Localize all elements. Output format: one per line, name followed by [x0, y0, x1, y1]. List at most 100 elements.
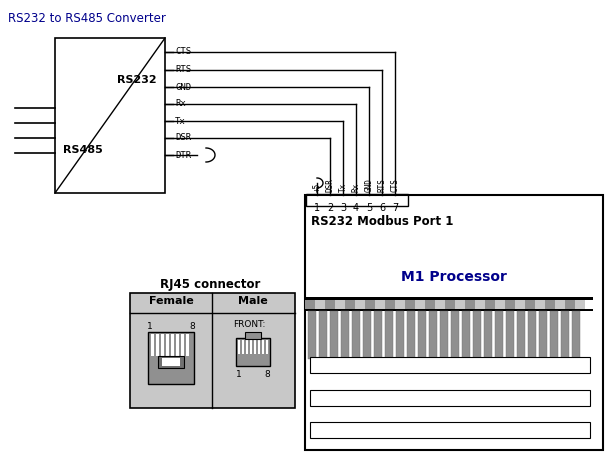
- Bar: [495, 311, 503, 359]
- Bar: [162, 358, 180, 366]
- Bar: [445, 300, 455, 309]
- Bar: [315, 300, 325, 309]
- Bar: [565, 300, 575, 309]
- Bar: [575, 300, 585, 309]
- Bar: [319, 311, 327, 359]
- Bar: [572, 311, 580, 359]
- Text: Female: Female: [149, 296, 193, 306]
- Bar: [525, 300, 535, 309]
- Bar: [250, 340, 252, 354]
- Bar: [374, 311, 382, 359]
- Bar: [254, 340, 256, 354]
- Text: DSR: DSR: [326, 178, 334, 192]
- Bar: [435, 300, 445, 309]
- Bar: [550, 311, 558, 359]
- Bar: [545, 300, 555, 309]
- Bar: [535, 300, 545, 309]
- Text: RS232: RS232: [117, 75, 157, 85]
- Bar: [176, 334, 179, 356]
- Bar: [245, 332, 261, 339]
- Bar: [528, 311, 536, 359]
- Bar: [415, 300, 425, 309]
- Bar: [330, 311, 338, 359]
- Bar: [429, 311, 437, 359]
- Bar: [451, 311, 459, 359]
- Text: 5: 5: [366, 203, 372, 213]
- Bar: [425, 300, 435, 309]
- Bar: [246, 340, 248, 354]
- Text: 1: 1: [236, 370, 242, 379]
- Bar: [262, 340, 264, 354]
- Bar: [305, 297, 593, 300]
- Bar: [325, 300, 335, 309]
- Bar: [156, 334, 159, 356]
- Bar: [310, 422, 590, 438]
- Text: 7: 7: [392, 203, 398, 213]
- Bar: [418, 311, 426, 359]
- Bar: [305, 300, 315, 309]
- Bar: [515, 300, 525, 309]
- Bar: [375, 300, 385, 309]
- Bar: [539, 311, 547, 359]
- Bar: [484, 311, 492, 359]
- Bar: [258, 340, 260, 354]
- Polygon shape: [305, 195, 603, 450]
- Text: RTS: RTS: [175, 66, 191, 75]
- Text: DTR: DTR: [175, 151, 191, 160]
- Text: Tx: Tx: [175, 116, 186, 126]
- Bar: [335, 300, 345, 309]
- Text: RS232 Modbus Port 1: RS232 Modbus Port 1: [311, 215, 453, 228]
- Text: RJ45 connector: RJ45 connector: [160, 278, 260, 291]
- Bar: [561, 311, 569, 359]
- Text: 2: 2: [327, 203, 333, 213]
- Bar: [395, 300, 405, 309]
- Bar: [308, 311, 316, 359]
- Polygon shape: [55, 38, 165, 193]
- Bar: [242, 340, 244, 354]
- Bar: [517, 311, 525, 359]
- Bar: [341, 311, 349, 359]
- Bar: [455, 300, 465, 309]
- Bar: [485, 300, 495, 309]
- Bar: [462, 311, 470, 359]
- Bar: [148, 332, 194, 384]
- Bar: [130, 293, 295, 408]
- Text: 6: 6: [379, 203, 385, 213]
- Text: 8: 8: [189, 322, 195, 331]
- Text: 1: 1: [147, 322, 152, 331]
- Text: M1 Processor: M1 Processor: [401, 270, 507, 284]
- Text: 8: 8: [264, 370, 270, 379]
- Bar: [158, 356, 184, 368]
- Text: FRONT:: FRONT:: [233, 320, 265, 329]
- Bar: [475, 300, 485, 309]
- Bar: [238, 340, 240, 354]
- Text: Male: Male: [238, 296, 268, 306]
- Bar: [161, 334, 164, 356]
- Bar: [166, 334, 169, 356]
- Bar: [505, 300, 515, 309]
- Text: DSR: DSR: [175, 133, 191, 142]
- Bar: [352, 311, 360, 359]
- Text: GND: GND: [365, 178, 373, 192]
- Text: CTS: CTS: [175, 47, 191, 56]
- Text: RTS: RTS: [378, 178, 387, 192]
- Text: 1: 1: [314, 203, 320, 213]
- Bar: [306, 194, 408, 206]
- Text: GND: GND: [175, 82, 191, 91]
- Bar: [385, 311, 393, 359]
- Bar: [407, 311, 415, 359]
- Text: CTS: CTS: [390, 178, 400, 192]
- Text: Rx: Rx: [351, 183, 361, 192]
- Bar: [473, 311, 481, 359]
- Bar: [405, 300, 415, 309]
- Bar: [396, 311, 404, 359]
- Bar: [236, 338, 270, 366]
- Text: Rx: Rx: [175, 100, 186, 108]
- Text: 4: 4: [353, 203, 359, 213]
- Bar: [355, 300, 365, 309]
- Text: Tx: Tx: [339, 183, 348, 192]
- Text: +5: +5: [312, 183, 321, 192]
- Bar: [310, 390, 590, 406]
- Text: RS485: RS485: [63, 145, 103, 155]
- Bar: [171, 334, 174, 356]
